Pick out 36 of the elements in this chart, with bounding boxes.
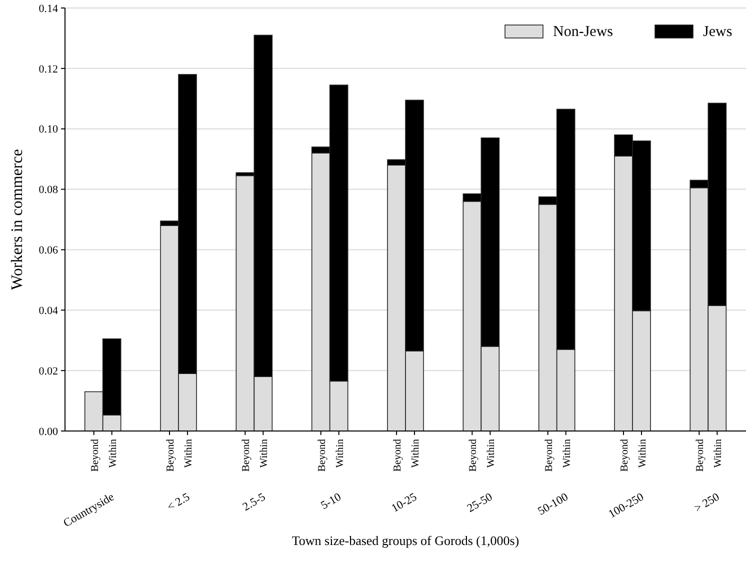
y-tick-label: 0.10 [38, 124, 58, 136]
text: > 250 [692, 491, 722, 515]
legend-label: Non-Jews [553, 24, 614, 40]
x-tick-label: Within [259, 438, 270, 468]
y-tick-label: 0.00 [38, 426, 58, 438]
x-tick-label: Beyond [316, 438, 328, 472]
text: < 2.5 [165, 491, 192, 514]
x-tick-label: Within [713, 438, 724, 468]
y-tick-label: 0.14 [38, 2, 58, 15]
x-tick-label: Within [486, 438, 498, 468]
text: 2.5-5 [240, 491, 268, 514]
x-tick-label: Beyond [544, 438, 555, 472]
x-tick-label: Within [184, 438, 194, 468]
y-axis-title: Workers in commerce [9, 149, 26, 290]
x-tick-label: Beyond [166, 438, 176, 472]
y-tick-label: 0.08 [38, 184, 58, 196]
x-tick-label: Within [108, 438, 119, 468]
y-tick-label: 0.06 [38, 244, 58, 257]
x-tick-label: Beyond [695, 438, 706, 472]
x-tick-label: Beyond [90, 438, 101, 472]
text: 5-10 [319, 491, 344, 512]
x-tick-label: Within [334, 438, 346, 468]
x-tick-label: Beyond [620, 438, 630, 472]
x-axis-title: Town size-based groups of Gorods (1,000s) [292, 533, 520, 548]
text: 10-25 [390, 491, 420, 516]
x-tick-label: Beyond [241, 438, 252, 472]
y-tick-label: 0.02 [38, 365, 58, 378]
x-tick-label: Within [638, 438, 648, 468]
legend-label: Jews [703, 24, 732, 40]
x-tick-label: Within [562, 438, 573, 468]
x-tick-label: Beyond [392, 438, 404, 472]
y-tick-label: 0.12 [38, 63, 58, 76]
y-tick-label: 0.04 [38, 304, 58, 317]
text: 25-50 [465, 491, 495, 516]
x-tick-label: Within [410, 438, 422, 468]
x-tick-label: Beyond [468, 438, 480, 472]
